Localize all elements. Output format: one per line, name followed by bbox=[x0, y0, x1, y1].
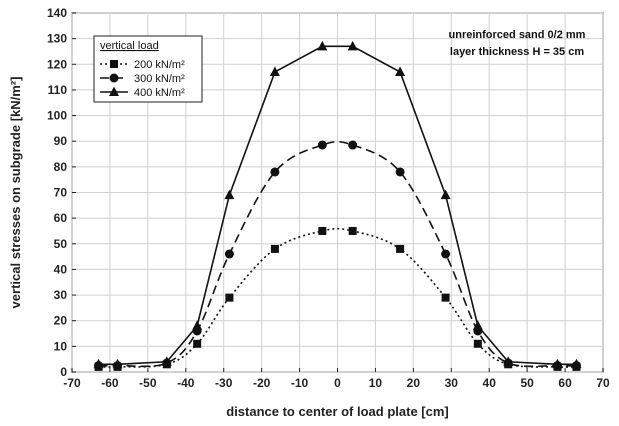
y-tick-label: 0 bbox=[60, 365, 67, 379]
series-group bbox=[93, 40, 582, 371]
grid-lines bbox=[71, 12, 604, 373]
data-point-triangle bbox=[93, 358, 104, 369]
y-tick-label: 50 bbox=[54, 237, 68, 251]
y-tick-label: 10 bbox=[54, 339, 68, 353]
data-point-circle bbox=[224, 249, 234, 259]
data-point-triangle bbox=[192, 320, 203, 330]
x-tick-label: 40 bbox=[483, 376, 497, 390]
x-tick-label: 10 bbox=[369, 376, 383, 390]
legend-label-circle: 300 kN/m² bbox=[134, 73, 185, 85]
data-point-square bbox=[473, 339, 482, 348]
data-point-circle bbox=[317, 140, 327, 150]
data-point-triangle bbox=[347, 40, 358, 51]
y-tick-label: 140 bbox=[47, 6, 67, 20]
data-point-circle bbox=[348, 140, 358, 150]
data-point-circle bbox=[270, 167, 280, 177]
x-tick-label: 60 bbox=[558, 376, 572, 390]
series-line bbox=[98, 45, 577, 366]
annotation-material: unreinforced sand 0/2 mm bbox=[449, 29, 586, 41]
data-point-triangle bbox=[112, 358, 123, 369]
y-tick-label: 80 bbox=[54, 160, 68, 174]
data-point-triangle bbox=[503, 356, 514, 366]
x-tick-label: -50 bbox=[139, 376, 157, 390]
y-tick-label: 60 bbox=[54, 211, 68, 225]
y-tick-label: 40 bbox=[54, 262, 68, 276]
y-tick-label: 20 bbox=[54, 314, 68, 328]
legend: vertical load 200 kN/m² 300 kN/m² 400 kN/m… bbox=[93, 35, 203, 103]
legend-marker-square bbox=[110, 60, 118, 68]
data-point-triangle bbox=[317, 40, 328, 51]
legend-label-triangle: 400 kN/m² bbox=[134, 87, 185, 99]
annotation: unreinforced sand 0/2 mm layer thickness… bbox=[449, 29, 586, 58]
data-point-square bbox=[270, 244, 279, 253]
x-tick-label: 0 bbox=[334, 376, 341, 390]
data-point-square bbox=[348, 226, 357, 235]
x-tick-label: 70 bbox=[596, 376, 610, 390]
x-tick-label: -30 bbox=[215, 376, 233, 390]
x-tick-label: -20 bbox=[253, 376, 271, 390]
data-point-triangle bbox=[161, 356, 172, 366]
data-point-triangle bbox=[395, 66, 406, 76]
y-tick-label: 130 bbox=[47, 32, 67, 46]
y-tick-label: 70 bbox=[54, 186, 68, 200]
data-point-circle bbox=[441, 249, 451, 259]
x-tick-label: 50 bbox=[520, 376, 534, 390]
y-axis-title: vertical stresses on subgrade [kN/m²] bbox=[8, 77, 23, 309]
x-tick-label: -10 bbox=[291, 376, 309, 390]
x-axis-ticks: -70 -60 -50 -40 -30 -20 -10 0 10 20 30 40 50 60 70 bbox=[63, 368, 610, 390]
annotation-thickness: layer thickness H = 35 cm bbox=[450, 46, 584, 58]
series-line bbox=[98, 227, 577, 368]
data-point-triangle bbox=[472, 320, 483, 330]
x-tick-label: -60 bbox=[101, 376, 119, 390]
y-tick-label: 100 bbox=[47, 109, 67, 123]
data-point-square bbox=[441, 293, 450, 302]
y-axis-ticks: 0 10 20 30 40 50 60 70 80 90 100 110 120 130 140 bbox=[47, 6, 76, 379]
x-tick-label: -40 bbox=[177, 376, 195, 390]
y-tick-label: 120 bbox=[47, 57, 67, 71]
data-point-square bbox=[396, 244, 405, 253]
y-tick-label: 110 bbox=[48, 83, 68, 97]
data-point-triangle bbox=[571, 358, 582, 369]
series-line bbox=[98, 140, 577, 368]
y-tick-label: 90 bbox=[54, 134, 68, 148]
series-triangle bbox=[93, 40, 582, 369]
x-tick-label: 20 bbox=[407, 376, 421, 390]
legend-title: vertical load bbox=[100, 40, 159, 52]
x-tick-label: -70 bbox=[63, 376, 81, 390]
data-point-square bbox=[318, 226, 327, 235]
y-tick-label: 30 bbox=[54, 288, 68, 302]
data-point-circle bbox=[395, 167, 405, 177]
data-point-triangle bbox=[552, 358, 563, 369]
data-point-triangle bbox=[269, 66, 280, 76]
legend-marker-triangle bbox=[109, 86, 119, 96]
legend-label-square: 200 kN/m² bbox=[134, 59, 185, 71]
data-point-square bbox=[225, 293, 234, 302]
x-axis-title: distance to center of load plate [cm] bbox=[226, 404, 449, 419]
x-tick-label: 30 bbox=[445, 376, 459, 390]
data-point-triangle bbox=[224, 189, 235, 200]
legend-marker-circle bbox=[109, 73, 119, 83]
data-point-square bbox=[193, 339, 202, 348]
data-point-triangle bbox=[440, 189, 451, 200]
